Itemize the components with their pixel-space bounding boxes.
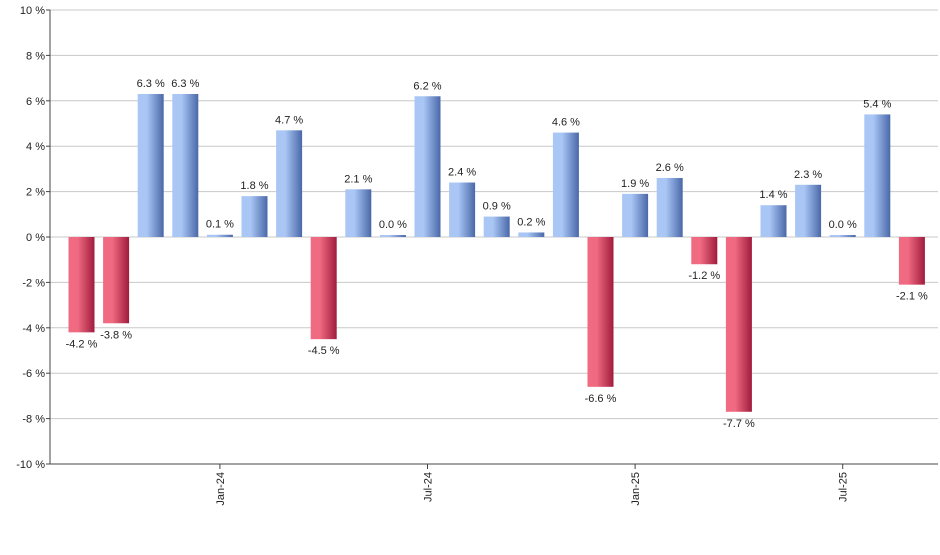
bar-positive xyxy=(137,93,164,238)
bar-value-label: 2.1 % xyxy=(344,173,372,185)
bar-negative xyxy=(310,237,337,340)
bar-positive xyxy=(552,132,579,237)
bars xyxy=(68,93,925,412)
y-tick-label: 2 % xyxy=(26,187,45,199)
bar-value-label: 0.1 % xyxy=(206,219,234,231)
bar-positive xyxy=(172,93,199,238)
y-tick-label: -4 % xyxy=(22,323,45,335)
bar-value-label: -4.5 % xyxy=(308,345,340,357)
bar-negative xyxy=(103,237,130,324)
y-tick-label: 0 % xyxy=(26,232,45,244)
bar-value-label: -6.6 % xyxy=(585,393,617,405)
bar-value-label: 4.6 % xyxy=(552,117,580,129)
y-axis-tick-labels: 10 % 8 % 6 % 4 % 2 % 0 % -2 % -4 % -6 % -8 % -10 % xyxy=(16,5,45,471)
bar-value-label: 2.4 % xyxy=(448,167,476,179)
bar-value-label: 6.3 % xyxy=(137,78,165,90)
y-tick-label: 6 % xyxy=(26,96,45,108)
bar-value-label: 1.9 % xyxy=(621,178,649,190)
bar-positive xyxy=(206,234,233,237)
bar-value-label: 4.7 % xyxy=(275,114,303,126)
bar-positive xyxy=(414,96,441,237)
bar-value-label: 5.4 % xyxy=(863,98,891,110)
bar-value-label: 1.8 % xyxy=(240,180,268,192)
y-tick-label: -2 % xyxy=(22,277,45,289)
bar-value-label: 0.9 % xyxy=(483,201,511,213)
bar-value-label: 0.0 % xyxy=(829,219,857,231)
bar-positive xyxy=(760,205,787,237)
y-tick-label: -6 % xyxy=(22,368,45,380)
bar-positive xyxy=(829,235,856,237)
bar-value-label: 2.6 % xyxy=(656,162,684,174)
bar-positive xyxy=(795,184,822,237)
axes xyxy=(49,10,938,469)
bar-positive xyxy=(379,235,406,237)
x-tick-label: Jul-24 xyxy=(423,472,435,502)
bar-value-label: -2.1 % xyxy=(896,291,928,303)
bar-negative xyxy=(68,237,95,333)
bar-positive xyxy=(345,189,372,237)
y-tick-label: 4 % xyxy=(26,141,45,153)
bar-positive xyxy=(656,177,683,237)
y-tick-label: -8 % xyxy=(22,414,45,426)
bar-value-label: -3.8 % xyxy=(100,329,132,341)
y-tick-label: 10 % xyxy=(20,5,45,17)
bar-value-label: 6.2 % xyxy=(413,80,441,92)
bar-negative xyxy=(898,237,925,285)
bar-positive xyxy=(483,216,510,237)
y-tick-label: 8 % xyxy=(26,50,45,62)
bar-value-labels: -4.2 %-3.8 % 6.3 % 6.3 % 0.1 % 1.8 % 4.7 % -4.… xyxy=(66,78,928,430)
bar-value-label: 1.4 % xyxy=(759,189,787,201)
bar-value-label: 0.2 % xyxy=(517,216,545,228)
bar-positive xyxy=(276,130,303,237)
x-tick-label: Jan-24 xyxy=(215,472,227,506)
bar-value-label: -1.2 % xyxy=(688,270,720,282)
bar-negative xyxy=(691,237,718,265)
bar-value-label: -4.2 % xyxy=(66,338,98,350)
bar-positive xyxy=(622,193,649,237)
bar-positive xyxy=(518,232,545,237)
x-tick-label: Jan-25 xyxy=(630,472,642,506)
bar-positive xyxy=(241,196,268,237)
bar-negative xyxy=(587,237,614,387)
x-tick-label: Jul-25 xyxy=(838,472,850,502)
bar-negative xyxy=(725,237,752,412)
x-axis-tick-labels: Jan-24 Jul-24 Jan-25 Jul-25 xyxy=(215,472,850,506)
bar-value-label: -7.7 % xyxy=(723,418,755,430)
bar-positive xyxy=(449,182,476,237)
bar-positive xyxy=(864,114,891,237)
y-tick-label: -10 % xyxy=(16,459,45,471)
bar-value-label: 6.3 % xyxy=(171,78,199,90)
bar-value-label: 0.0 % xyxy=(379,219,407,231)
bar-value-label: 2.3 % xyxy=(794,169,822,181)
